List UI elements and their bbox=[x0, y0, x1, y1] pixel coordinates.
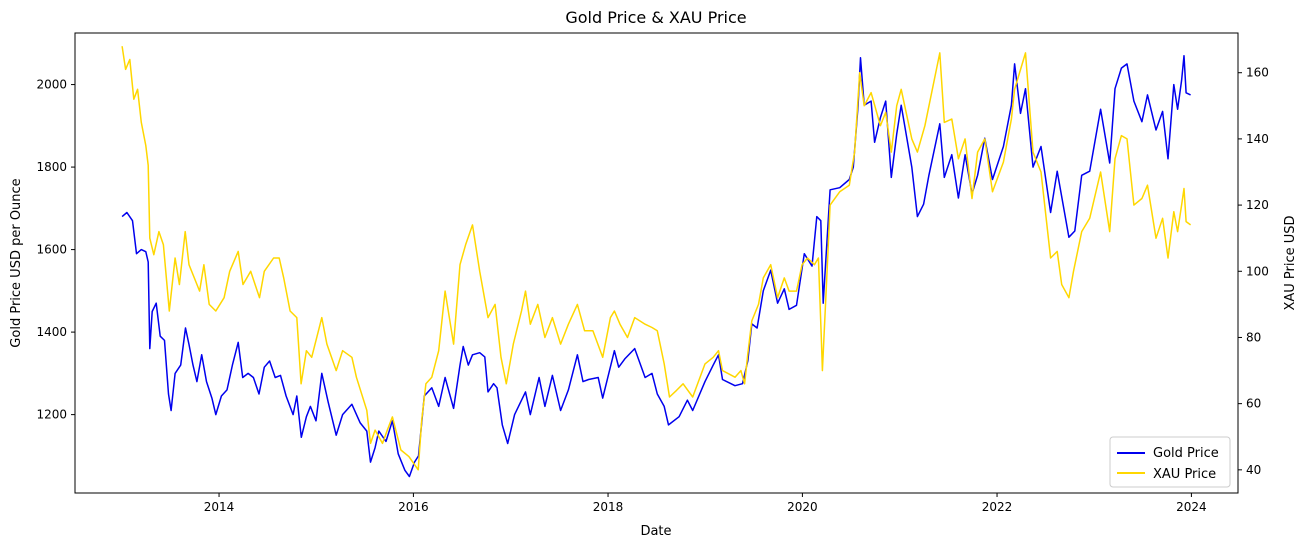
x-tick-label: 2016 bbox=[398, 500, 429, 514]
y-left-tick-label: 1400 bbox=[36, 325, 67, 339]
y-right-tick-label: 140 bbox=[1246, 132, 1269, 146]
y-right-tick-label: 160 bbox=[1246, 66, 1269, 80]
x-tick-label: 2020 bbox=[787, 500, 818, 514]
y-left-tick-label: 2000 bbox=[36, 78, 67, 92]
chart-title: Gold Price & XAU Price bbox=[565, 8, 746, 27]
y-left-tick-label: 1200 bbox=[36, 408, 67, 422]
legend-xau-label: XAU Price bbox=[1153, 467, 1216, 482]
y-right-tick-label: 80 bbox=[1246, 330, 1261, 344]
legend-gold-label: Gold Price bbox=[1153, 446, 1219, 461]
y-right-tick-label: 100 bbox=[1246, 264, 1269, 278]
x-tick-label: 2024 bbox=[1176, 500, 1207, 514]
y-right-tick-label: 60 bbox=[1246, 397, 1261, 411]
y-left-tick-label: 1800 bbox=[36, 160, 67, 174]
legend: Gold Price XAU Price bbox=[1109, 436, 1231, 488]
y-right-tick-label: 120 bbox=[1246, 198, 1269, 212]
y-right-tick-label: 40 bbox=[1246, 463, 1261, 477]
series-line-gold-price bbox=[121, 54, 1191, 478]
series-line-xau-price bbox=[121, 46, 1192, 471]
legend-box bbox=[1109, 436, 1231, 488]
x-tick-label: 2022 bbox=[982, 500, 1013, 514]
x-tick-label: 2018 bbox=[593, 500, 624, 514]
x-tick-label: 2014 bbox=[204, 500, 235, 514]
y-left-axis-title: Gold Price USD per Ounce bbox=[9, 178, 24, 347]
x-axis-title: Date bbox=[640, 524, 671, 539]
y-left-tick-label: 1600 bbox=[36, 243, 67, 257]
plot-frame bbox=[74, 32, 1239, 494]
y-right-axis-title: XAU Price USD bbox=[1283, 215, 1298, 310]
